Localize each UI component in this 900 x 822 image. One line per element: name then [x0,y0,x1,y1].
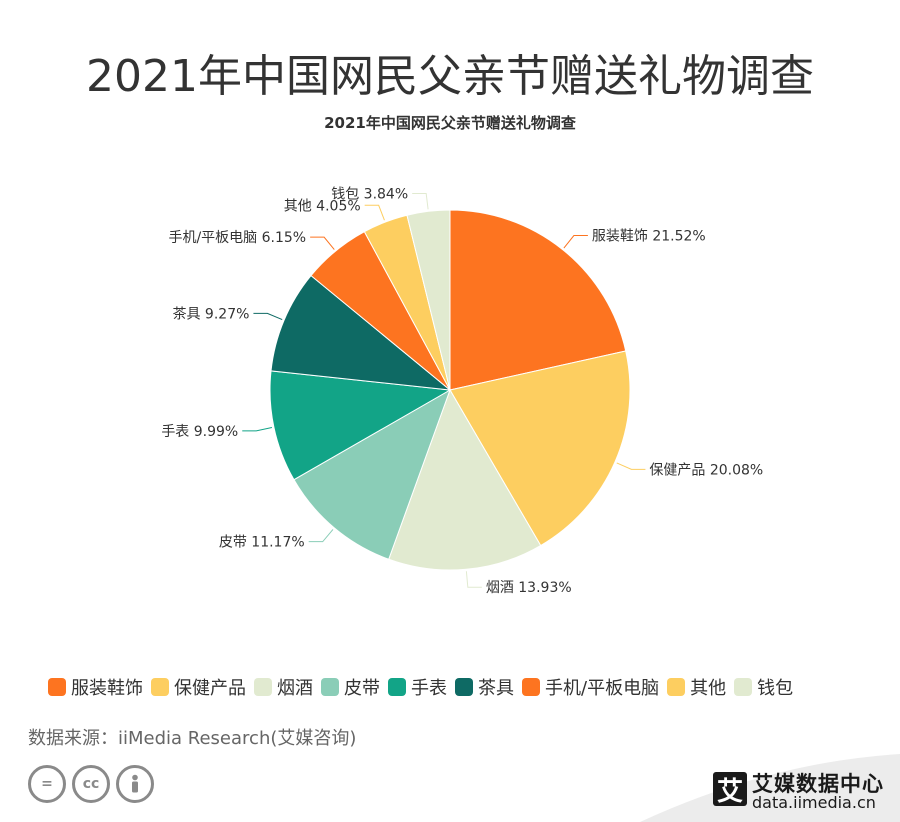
pie-slice-5 [270,274,452,391]
legend-item-5[interactable]: 茶具 [455,674,514,700]
page-title: 2021年中国网民父亲节赠送礼物调查 [86,51,814,102]
leader-line-8 [412,192,429,210]
legend-label: 其他 [690,678,727,699]
legend-swatch [151,678,169,696]
equals-icon: = [28,765,66,803]
slice-label-2: 烟酒 13.93% [486,580,572,596]
legend-label: 皮带 [344,678,380,699]
leader-line-7 [364,204,385,221]
slice-label-8: 钱包 3.84% [331,186,408,202]
legend-label: 烟酒 [277,678,313,699]
leader-line-1 [616,462,646,470]
brand-url[interactable]: data.iimedia.cn [752,793,876,812]
legend-swatch [455,678,473,696]
legend-item-1[interactable]: 保健产品 [151,674,246,700]
legend-item-6[interactable]: 手机/平板电脑 [522,674,659,700]
slice-label-6: 手机/平板电脑 6.15% [168,230,306,246]
leader-line-4 [242,427,273,432]
slice-label-1: 保健产品 20.08% [649,462,763,478]
leader-line-3 [308,529,334,543]
slice-label-3: 皮带 11.17% [219,535,305,551]
legend-swatch [388,678,406,696]
legend-item-7[interactable]: 其他 [667,674,726,700]
legend-item-0[interactable]: 服装鞋饰 [48,674,143,700]
pie-slice-3 [293,388,451,560]
cc-icon: cc [72,765,110,803]
slice-label-0: 服装鞋饰 21.52% [592,229,706,245]
legend-item-4[interactable]: 手表 [388,674,447,700]
leader-line-2 [465,571,482,588]
brand-logo-icon: 艾 [713,772,747,807]
chart-title: 2021年中国网民父亲节赠送礼物调查 [324,114,576,132]
person-icon [116,765,154,803]
legend-swatch [522,678,540,696]
leader-line-0 [563,235,588,249]
legend-label: 服装鞋饰 [71,678,143,699]
legend-swatch [734,678,753,696]
slice-label-7: 其他 4.05% [284,198,361,214]
leader-line-5 [253,312,283,321]
slice-label-4: 手表 9.99% [161,424,238,440]
chart-legend: 服装鞋饰 保健产品 烟酒 皮带 手表 茶具 手机/平板电脑 其他 钱包 [48,674,801,700]
legend-label: 手机/平板电脑 [545,678,660,699]
legend-item-3[interactable]: 皮带 [321,674,380,700]
legend-item-8[interactable]: 钱包 [734,674,793,700]
source-note: 数据来源：iiMedia Research(艾媒咨询) [28,728,357,749]
brand-background [640,754,900,822]
legend-swatch [48,678,66,696]
slice-label-5: 茶具 9.27% [172,306,249,322]
legend-label: 茶具 [478,678,514,699]
legend-label: 钱包 [757,678,794,699]
legend-item-2[interactable]: 烟酒 [254,674,313,700]
legend-swatch [254,678,272,696]
pie-slice-2 [388,388,542,571]
legend-swatch [321,678,339,696]
pie-slice-1 [449,350,631,547]
legend-swatch [667,678,686,696]
license-icons: = cc [28,765,160,803]
legend-label: 保健产品 [174,678,246,699]
leader-line-6 [310,236,335,250]
pie-chart: 服装鞋饰 21.52% 保健产品 20.08% 烟酒 13.93% 皮带 11.17%… [161,186,763,596]
pie-slice-8 [406,209,451,391]
brand-name: 艾媒数据中心 [752,772,884,796]
pie-slice-0 [449,209,627,391]
legend-label: 手表 [411,678,447,699]
pie-slice-4 [269,370,452,481]
